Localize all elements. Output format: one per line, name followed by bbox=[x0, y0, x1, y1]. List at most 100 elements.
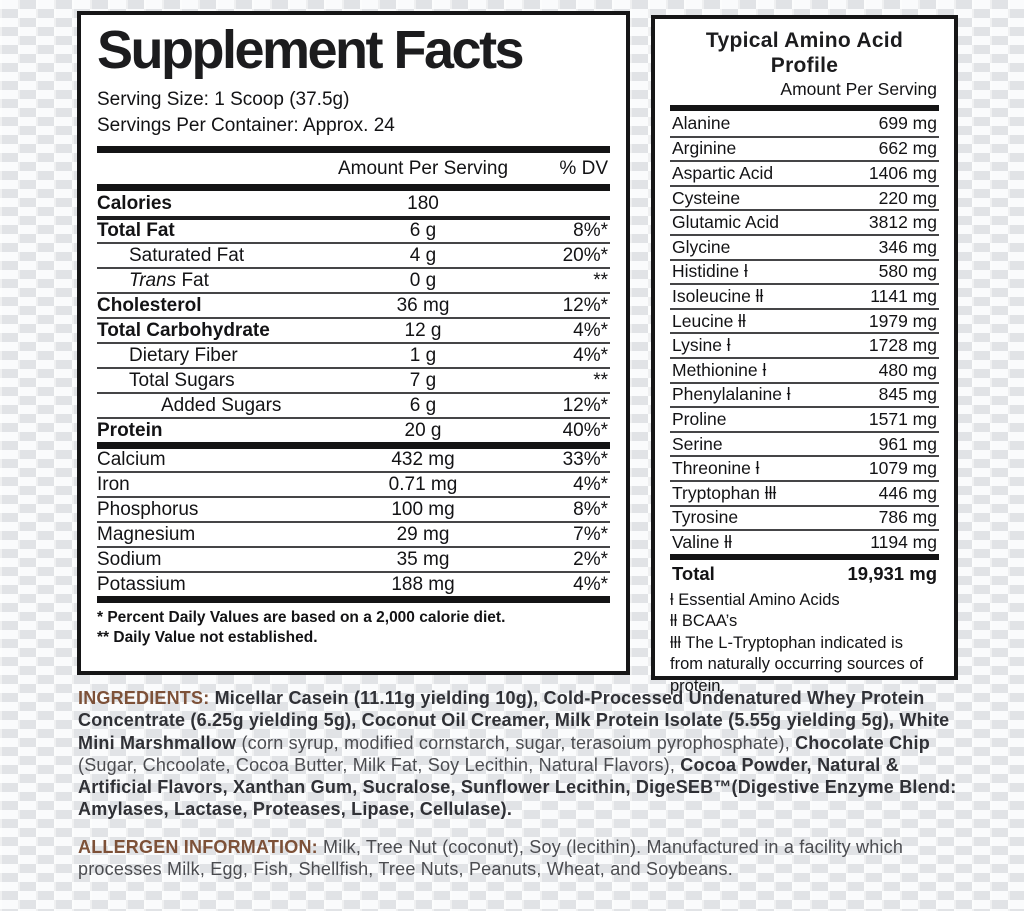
serving-size: Serving Size: 1 Scoop (37.5g) bbox=[97, 89, 350, 110]
text-segment: (corn syrup, modified cornstarch, sugar,… bbox=[241, 732, 796, 753]
row-name: Total Fat bbox=[97, 220, 175, 241]
text-segment: Cocoa Powder, Natural & Artificial Flavo… bbox=[78, 754, 957, 820]
row-name: Cholesterol bbox=[97, 294, 202, 316]
nutrient-row: Cholesterol 36 mg 12%* bbox=[97, 292, 610, 317]
row-name: Phosphorus bbox=[97, 498, 199, 520]
row-amount: 1141 mg bbox=[870, 285, 937, 306]
row-amount: 3812 mg bbox=[868, 212, 937, 233]
nutrient-row: Calcium 432 mg 33%* bbox=[97, 442, 610, 471]
row-name: Alanine bbox=[672, 112, 731, 133]
row-name: Trans Fat bbox=[129, 269, 209, 291]
amino-row: Histidine ƚ 580 mg bbox=[670, 258, 939, 284]
ingredients-paragraph: INGREDIENTS: Micellar Casein (11.11g yie… bbox=[78, 687, 962, 821]
row-name: Sodium bbox=[97, 548, 162, 570]
row-daily-value: 8%* bbox=[573, 220, 608, 241]
amino-acid-panel: Typical Amino Acid Profile Amount Per Se… bbox=[651, 15, 958, 695]
row-amount: 480 mg bbox=[878, 359, 937, 380]
row-amount: 580 mg bbox=[878, 261, 937, 282]
servings-per-container: Servings Per Container: Approx. 24 bbox=[97, 115, 395, 136]
amino-row: Leucine ƚƚ 1979 mg bbox=[670, 307, 939, 333]
row-amount: 0 g bbox=[409, 269, 437, 291]
text-segment: INGREDIENTS: bbox=[78, 688, 215, 708]
row-amount: 1571 mg bbox=[868, 408, 937, 429]
nutrient-row: Dietary Fiber 1 g 4%* bbox=[97, 342, 610, 367]
row-amount: 100 mg bbox=[391, 498, 455, 520]
amount-per-serving-header: Amount Per Serving bbox=[337, 158, 509, 180]
row-name: Iron bbox=[97, 473, 130, 495]
nutrient-row: Calories 180 bbox=[97, 191, 610, 216]
row-name: Isoleucine ƚƚ bbox=[672, 285, 764, 306]
divider-thick bbox=[97, 146, 610, 153]
row-name: Methionine ƚ bbox=[672, 359, 767, 380]
nutrient-row: Saturated Fat 4 g 20%* bbox=[97, 242, 610, 267]
nutrient-row: Added Sugars 6 g 12%* bbox=[97, 392, 610, 417]
row-name: Tryptophan ƚƚƚ bbox=[672, 482, 777, 503]
row-name: Calories bbox=[97, 192, 172, 214]
row-amount: 7 g bbox=[409, 369, 437, 391]
row-amount: 188 mg bbox=[391, 573, 455, 595]
nutrient-row: Total Sugars 7 g ** bbox=[97, 367, 610, 392]
row-amount: 699 mg bbox=[878, 112, 937, 133]
row-daily-value: 4%* bbox=[573, 319, 608, 341]
footnote-tryptophan: ƚƚƚ The L-Tryptophan indicated is from n… bbox=[670, 633, 924, 695]
row-amount: 432 mg bbox=[391, 449, 455, 470]
row-amount: 6 g bbox=[409, 394, 437, 416]
row-amount: 346 mg bbox=[878, 236, 937, 257]
row-name: Calcium bbox=[97, 449, 166, 470]
row-daily-value: ** bbox=[593, 269, 608, 291]
nutrition-rows: Calories 180 Total Fat 6 g 8%* Saturated Fat 4… bbox=[97, 191, 610, 596]
row-name: Histidine ƚ bbox=[672, 261, 748, 282]
footnote-bcaa: ƚƚ BCAA’s bbox=[670, 612, 738, 631]
amino-profile-title: Typical Amino Acid Profile bbox=[705, 29, 904, 77]
row-daily-value: 20%* bbox=[562, 244, 608, 266]
divider-thick bbox=[670, 553, 939, 560]
amino-row: Alanine 699 mg bbox=[670, 111, 939, 136]
row-amount: 1979 mg bbox=[868, 310, 937, 331]
footnote-essential: ƚ Essential Amino Acids bbox=[670, 590, 840, 609]
supplement-facts-title: Supplement Facts bbox=[97, 20, 525, 80]
daily-value-footnotes: * Percent Daily Values are based on a 2,… bbox=[97, 608, 610, 648]
row-daily-value: 4%* bbox=[573, 344, 608, 366]
row-name: Added Sugars bbox=[161, 394, 282, 416]
row-name: Total Carbohydrate bbox=[97, 319, 270, 341]
row-amount: 845 mg bbox=[878, 384, 937, 405]
row-name: Threonine ƚ bbox=[672, 458, 760, 479]
row-name: Leucine ƚƚ bbox=[672, 310, 746, 331]
row-name: Aspartic Acid bbox=[672, 162, 774, 183]
row-name: Dietary Fiber bbox=[129, 344, 238, 366]
row-amount: 1 g bbox=[409, 344, 437, 366]
row-daily-value: 4%* bbox=[573, 573, 608, 595]
row-amount: 1079 mg bbox=[868, 458, 937, 479]
row-daily-value: 4%* bbox=[573, 473, 608, 495]
amino-row: Methionine ƚ 480 mg bbox=[670, 356, 939, 382]
amino-row: Arginine 662 mg bbox=[670, 135, 939, 161]
amino-total-row: Total 19,931 mg bbox=[670, 560, 939, 589]
row-daily-value: 7%* bbox=[573, 523, 608, 545]
row-name: Glutamic Acid bbox=[672, 212, 779, 233]
nutrient-row: Trans Fat 0 g ** bbox=[97, 267, 610, 292]
nutrient-row: Iron 0.71 mg 4%* bbox=[97, 471, 610, 496]
amino-row: Glutamic Acid 3812 mg bbox=[670, 209, 939, 234]
row-daily-value: 2%* bbox=[573, 548, 608, 570]
footnote-dv: * Percent Daily Values are based on a 2,… bbox=[97, 609, 506, 626]
amino-row: Isoleucine ƚƚ 1141 mg bbox=[670, 283, 939, 308]
supplement-facts-panel: Supplement Facts Serving Size: 1 Scoop (… bbox=[77, 11, 630, 675]
percent-dv-header: % DV bbox=[559, 158, 608, 179]
row-name: Serine bbox=[672, 433, 723, 454]
row-name: Cysteine bbox=[672, 187, 741, 208]
row-name: Tyrosine bbox=[672, 507, 739, 528]
row-name: Magnesium bbox=[97, 523, 196, 545]
row-name: Valine ƚƚ bbox=[672, 531, 732, 552]
row-daily-value: 33%* bbox=[562, 449, 608, 470]
row-amount: 36 mg bbox=[396, 294, 450, 316]
row-name: Proline bbox=[672, 408, 727, 429]
row-name: Saturated Fat bbox=[129, 244, 245, 266]
nutrient-row: Protein 20 g 40%* bbox=[97, 417, 610, 442]
row-amount: 961 mg bbox=[878, 433, 937, 454]
amino-row: Lysine ƚ 1728 mg bbox=[670, 332, 939, 357]
row-amount: 786 mg bbox=[878, 507, 937, 528]
divider-thick bbox=[97, 184, 610, 191]
nutrient-row: Total Carbohydrate 12 g 4%* bbox=[97, 317, 610, 342]
amino-row: Proline 1571 mg bbox=[670, 406, 939, 431]
